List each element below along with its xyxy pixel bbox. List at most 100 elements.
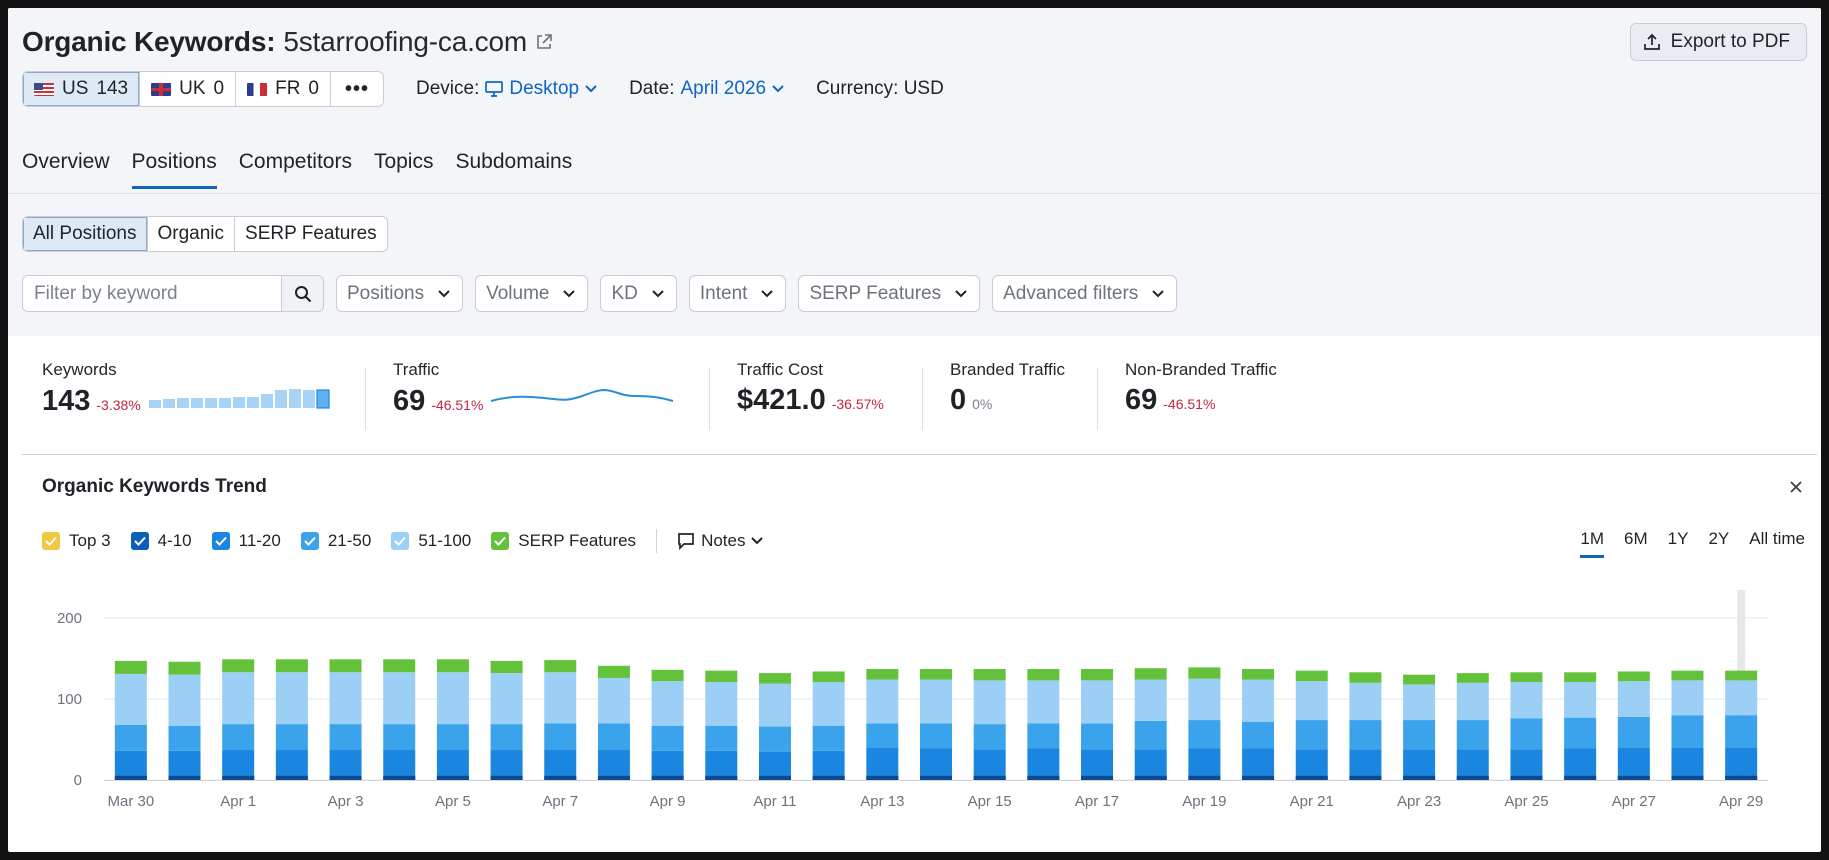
legend-11-20[interactable]: 11-20 [211, 531, 281, 551]
segment-organic[interactable]: Organic [148, 217, 236, 251]
bar-stack[interactable] [383, 659, 416, 780]
export-pdf-button[interactable]: Export to PDF [1629, 23, 1807, 61]
bar-stack[interactable] [168, 661, 201, 780]
bar-stack[interactable] [222, 659, 255, 780]
bar-stack[interactable] [920, 669, 952, 780]
bar-stack[interactable] [1188, 667, 1221, 780]
bar-stack[interactable] [114, 660, 147, 780]
bar-stack[interactable] [705, 670, 738, 780]
bar-stack[interactable] [544, 660, 577, 780]
chevron-down-icon [585, 85, 597, 93]
bar-stack[interactable] [1671, 670, 1704, 780]
range-6m[interactable]: 6M [1624, 529, 1648, 548]
bar-stack[interactable] [1081, 669, 1114, 780]
legend-label: 4-10 [157, 531, 192, 550]
bar-stack[interactable] [1725, 670, 1758, 780]
bar-stack[interactable] [1403, 674, 1436, 780]
notes-dropdown[interactable]: Notes [677, 531, 764, 551]
bar-stack[interactable] [866, 669, 899, 780]
bar-segment [436, 659, 469, 673]
bar-stack[interactable] [1564, 672, 1597, 780]
page-title: Organic Keywords: 5starroofing-ca.com [22, 26, 553, 58]
bar-segment [114, 673, 147, 725]
range-1y[interactable]: 1Y [1667, 529, 1689, 548]
export-label: Export to PDF [1670, 31, 1790, 52]
bar-stack[interactable] [1349, 672, 1382, 780]
range-1m[interactable]: 1M [1580, 529, 1605, 558]
tab-positions[interactable]: Positions [131, 150, 217, 189]
bar-stack[interactable] [1295, 670, 1328, 780]
tab-competitors[interactable]: Competitors [238, 150, 352, 173]
tab-topics[interactable]: Topics [373, 150, 434, 173]
serp-features-filter[interactable]: SERP Features [798, 275, 981, 312]
db-uk[interactable]: UK 0 [140, 72, 237, 106]
close-icon[interactable] [1787, 478, 1805, 496]
positions-filter[interactable]: Positions [336, 275, 464, 312]
bar-segment [222, 672, 255, 725]
bar-stack[interactable] [1134, 668, 1167, 780]
db-fr[interactable]: FR 0 [236, 72, 331, 106]
stat-value: 143 [42, 385, 91, 417]
keyword-filter-input[interactable] [23, 276, 281, 311]
bar-stack[interactable] [758, 673, 791, 780]
bar-segment [651, 681, 684, 726]
bar-segment [544, 672, 577, 724]
bar-segment [866, 669, 899, 680]
bar-stack[interactable] [1510, 672, 1543, 780]
date-selector[interactable]: Date: April 2026 [629, 78, 784, 100]
bar-segment [1188, 678, 1221, 721]
title-prefix: Organic Keywords: [22, 26, 276, 57]
bar-stack[interactable] [275, 659, 308, 780]
device-selector[interactable]: Device: Desktop [416, 78, 597, 100]
db-us[interactable]: US 143 [23, 72, 141, 106]
advanced-filters[interactable]: Advanced filters [992, 275, 1178, 312]
legend-21-50[interactable]: 21-50 [300, 531, 371, 551]
stat-traffic[interactable]: Traffic 69 -46.51% [393, 360, 675, 418]
checkbox-checked-icon [211, 532, 230, 550]
search-button[interactable] [281, 276, 323, 311]
bar-stack[interactable] [1617, 671, 1650, 780]
domain-name[interactable]: 5starroofing-ca.com [283, 26, 527, 57]
range-all-time[interactable]: All time [1749, 529, 1805, 548]
bar-stack[interactable] [651, 669, 684, 780]
volume-filter[interactable]: Volume [475, 275, 589, 312]
range-2y[interactable]: 2Y [1708, 529, 1730, 548]
bar-segment [329, 659, 362, 673]
bar-segment [114, 660, 147, 674]
bar-stack[interactable] [1456, 673, 1489, 780]
bar-stack[interactable] [436, 659, 469, 780]
tab-subdomains[interactable]: Subdomains [455, 150, 573, 173]
legend-top3[interactable]: Top 3 [42, 531, 111, 551]
bar-segment [1242, 748, 1275, 776]
stat-branded-traffic[interactable]: Branded Traffic 0 0% [950, 360, 1065, 417]
kd-filter[interactable]: KD [600, 275, 677, 312]
legend-serp-features[interactable]: SERP Features [491, 531, 636, 551]
bar-segment [1725, 680, 1758, 716]
stat-non-branded-traffic[interactable]: Non-Branded Traffic 69 -46.51% [1125, 360, 1277, 417]
legend-51-100[interactable]: 51-100 [391, 531, 471, 551]
bar-segment [866, 723, 899, 748]
segment-all-positions[interactable]: All Positions [23, 217, 148, 251]
bar-segment [436, 724, 469, 751]
stat-traffic-cost[interactable]: Traffic Cost $421.0 -36.57% [737, 360, 884, 417]
x-tick-label: Apr 19 [1182, 793, 1226, 810]
bar-stack[interactable] [1027, 669, 1060, 780]
bar-stack[interactable] [973, 669, 1006, 780]
intent-filter[interactable]: Intent [688, 275, 787, 312]
stat-keywords[interactable]: Keywords 143 -3.38% [42, 360, 337, 418]
bar-stack[interactable] [597, 665, 630, 780]
segment-serp-features[interactable]: SERP Features [245, 223, 377, 244]
bar-segment [973, 669, 1006, 681]
more-databases-button[interactable]: ••• [345, 77, 370, 100]
bar-stack[interactable] [812, 671, 845, 780]
stat-divider [922, 368, 923, 430]
bar-stack[interactable] [1242, 669, 1275, 780]
stat-label: Traffic Cost [737, 360, 823, 379]
legend-4-10[interactable]: 4-10 [130, 531, 192, 551]
bar-stack[interactable] [490, 660, 523, 780]
external-link-icon[interactable] [535, 33, 553, 51]
bar-base [1027, 776, 1060, 780]
tab-overview[interactable]: Overview [22, 150, 110, 173]
bar-segment [812, 725, 845, 751]
bar-stack[interactable] [329, 659, 362, 780]
